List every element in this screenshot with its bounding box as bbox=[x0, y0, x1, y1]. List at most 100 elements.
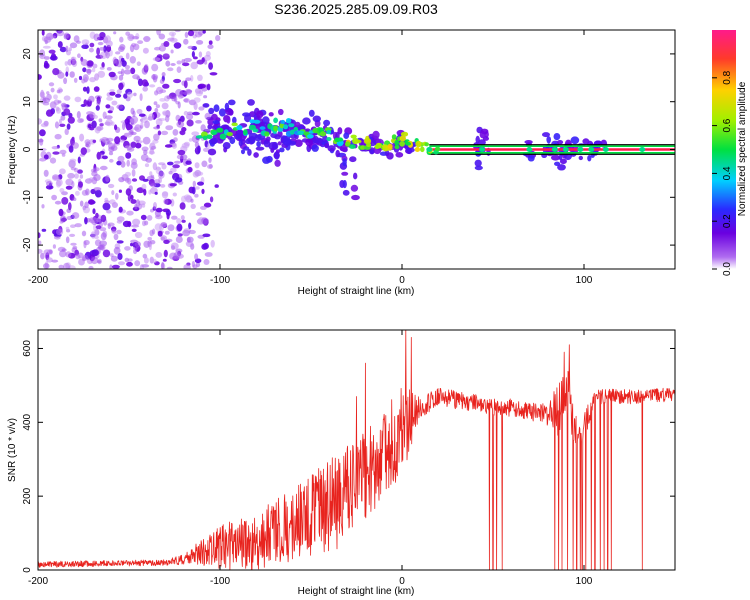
noise-speck bbox=[45, 109, 54, 117]
noise-speck bbox=[157, 130, 162, 136]
noise-speck bbox=[63, 95, 71, 101]
noise-speck bbox=[66, 123, 71, 130]
noise-speck bbox=[131, 228, 137, 232]
noise-speck bbox=[133, 92, 137, 97]
spectrogram-x-tick-label: 100 bbox=[576, 275, 593, 286]
signal-blob bbox=[542, 132, 550, 138]
signal-blob bbox=[268, 142, 278, 151]
noise-speck bbox=[148, 150, 155, 155]
noise-speck bbox=[201, 160, 208, 168]
signal-blob bbox=[406, 147, 415, 153]
noise-speck bbox=[74, 223, 82, 228]
noise-speck bbox=[42, 45, 51, 49]
signal-blob bbox=[556, 140, 564, 145]
noise-speck bbox=[197, 145, 201, 154]
noise-speck bbox=[185, 160, 192, 165]
signal-blob bbox=[308, 109, 315, 117]
noise-speck bbox=[163, 41, 170, 47]
colorbar: 0.0 0.2 0.4 0.6 0.8 Normalized spectral ampl… bbox=[712, 30, 748, 276]
noise-speck bbox=[76, 111, 81, 119]
noise-speck bbox=[194, 162, 200, 169]
signal-blob bbox=[238, 139, 243, 147]
signal-blob bbox=[315, 137, 324, 144]
noise-speck bbox=[160, 184, 166, 188]
ridge-blob bbox=[348, 144, 356, 149]
noise-speck bbox=[65, 178, 74, 186]
noise-speck bbox=[69, 71, 75, 78]
noise-speck bbox=[138, 113, 146, 117]
signal-blob bbox=[256, 110, 264, 119]
noise-speck bbox=[58, 264, 64, 269]
noise-speck bbox=[133, 126, 139, 131]
noise-speck bbox=[56, 107, 61, 114]
noise-speck bbox=[81, 230, 87, 237]
spectrogram-y-tick-label: -10 bbox=[22, 190, 33, 205]
noise-speck bbox=[148, 243, 152, 251]
noise-speck bbox=[71, 212, 80, 219]
noise-speck bbox=[165, 114, 170, 123]
signal-blob bbox=[570, 136, 580, 145]
noise-speck bbox=[90, 231, 96, 239]
colorbar-gradient bbox=[712, 30, 736, 269]
noise-speck bbox=[197, 74, 203, 82]
noise-speck bbox=[191, 131, 200, 136]
spectrogram-xlabel: Height of straight line (km) bbox=[298, 286, 415, 297]
signal-blob bbox=[386, 152, 394, 160]
signal-blob bbox=[265, 136, 271, 142]
signal-blob bbox=[224, 102, 230, 111]
noise-speck bbox=[84, 201, 89, 209]
noise-speck bbox=[109, 199, 116, 205]
noise-speck bbox=[147, 237, 152, 241]
noise-speck bbox=[107, 222, 115, 227]
noise-speck bbox=[164, 144, 173, 148]
noise-speck bbox=[57, 71, 65, 79]
ridge-blob bbox=[394, 144, 400, 150]
noise-speck bbox=[113, 31, 117, 35]
noise-speck bbox=[104, 200, 110, 204]
signal-blob bbox=[207, 124, 213, 130]
noise-speck bbox=[142, 47, 149, 54]
noise-speck bbox=[173, 137, 178, 143]
signal-blob bbox=[372, 130, 380, 139]
noise-speck bbox=[99, 47, 105, 51]
noise-speck bbox=[88, 177, 96, 182]
noise-speck bbox=[149, 171, 153, 177]
signal-blob bbox=[258, 121, 266, 128]
signal-blob bbox=[349, 156, 357, 163]
noise-speck bbox=[102, 249, 111, 258]
noise-speck bbox=[194, 186, 200, 190]
noise-speck bbox=[106, 96, 113, 101]
noise-speck bbox=[113, 246, 121, 255]
noise-speck bbox=[131, 158, 138, 166]
ridge-blob bbox=[285, 118, 292, 124]
noise-speck bbox=[64, 61, 69, 66]
noise-speck bbox=[84, 76, 88, 83]
snr-x-tick-label: -100 bbox=[210, 576, 230, 587]
snr-ylabel: SNR (10 * v/v) bbox=[7, 418, 18, 482]
noise-speck bbox=[56, 178, 63, 187]
noise-speck bbox=[99, 165, 108, 171]
noise-speck bbox=[69, 42, 78, 49]
noise-speck bbox=[87, 123, 92, 129]
noise-speck bbox=[190, 203, 196, 209]
noise-speck bbox=[142, 220, 147, 227]
noise-speck bbox=[73, 35, 80, 43]
snr-x-tick-label: 0 bbox=[399, 576, 405, 587]
noise-speck bbox=[63, 262, 70, 269]
noise-speck bbox=[106, 67, 112, 71]
noise-speck bbox=[160, 236, 166, 241]
noise-speck bbox=[49, 55, 58, 61]
noise-speck bbox=[209, 72, 218, 76]
noise-speck bbox=[129, 118, 137, 126]
noise-speck bbox=[72, 197, 77, 201]
signal-blob bbox=[256, 141, 261, 148]
signal-blob bbox=[582, 138, 590, 145]
signal-blob bbox=[208, 107, 215, 115]
noise-speck bbox=[200, 205, 207, 210]
noise-speck bbox=[69, 158, 77, 163]
noise-speck bbox=[75, 190, 80, 196]
noise-speck bbox=[97, 41, 104, 46]
noise-speck bbox=[202, 30, 206, 34]
noise-speck bbox=[65, 236, 70, 244]
